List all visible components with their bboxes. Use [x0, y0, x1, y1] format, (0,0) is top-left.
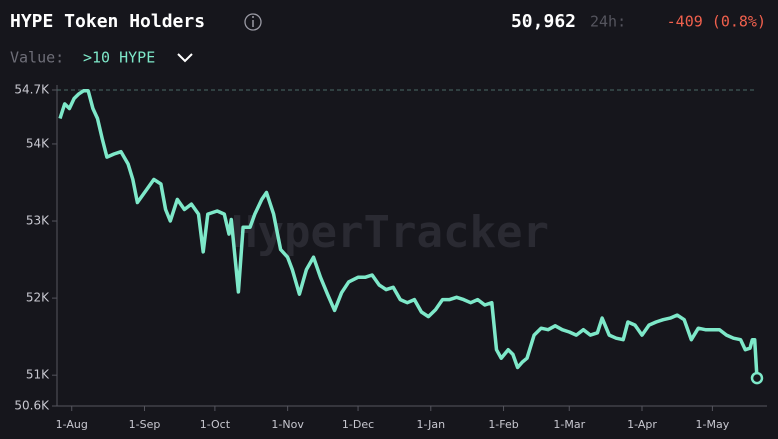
- x-tick-label: 1-Nov: [271, 418, 304, 431]
- current-value: 50,962: [511, 11, 576, 32]
- info-circle: [244, 13, 262, 31]
- x-tick-label: 1-Jan: [417, 418, 446, 431]
- x-tick-label: 1-Apr: [627, 418, 657, 431]
- x-tick-label: 1-May: [696, 418, 730, 431]
- change-label: 24h:: [590, 13, 626, 31]
- y-tick-label: 52K: [26, 291, 50, 305]
- y-tick-label: 54.7K: [14, 83, 50, 97]
- filter-value: >10 HYPE: [83, 49, 155, 67]
- filter-label: Value:: [10, 49, 64, 67]
- dropdown-arrow: [177, 53, 193, 63]
- y-tick-label: 50.6K: [14, 399, 50, 413]
- watermark: HyperTracker: [231, 207, 549, 258]
- x-tick-label: 1-Aug: [56, 418, 88, 431]
- x-tick-label: 1-Oct: [200, 418, 231, 431]
- title: HYPE Token Holders: [10, 11, 205, 32]
- info-icon[interactable]: [244, 13, 262, 31]
- x-tick-label: 1-Sep: [129, 418, 161, 431]
- filter-dropdown[interactable]: >10 HYPE: [83, 49, 193, 67]
- x-tick-label: 1-Dec: [342, 418, 374, 431]
- y-tick-label: 51K: [26, 368, 50, 382]
- y-tick-label: 54K: [26, 136, 50, 150]
- y-tick-label: 53K: [26, 214, 50, 228]
- line: [58, 89, 759, 379]
- change-value: -409 (0.8%): [667, 13, 766, 31]
- x-tick-label: 1-Mar: [553, 418, 585, 431]
- x-tick-label: 1-Feb: [488, 418, 518, 431]
- last-point: [750, 371, 764, 385]
- plot: 54.7K 54K 53K 52K 51K 50.6K 1-Aug 1-Sep 1-Oct 1-N…: [14, 83, 767, 431]
- info-dot: [252, 16, 254, 18]
